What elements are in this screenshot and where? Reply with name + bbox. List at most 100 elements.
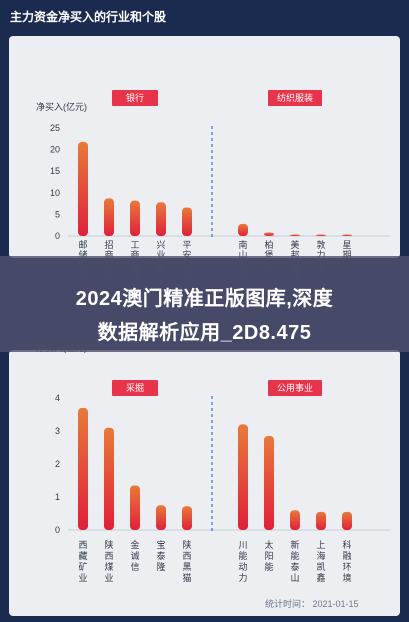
category-label: 力 <box>238 572 247 583</box>
category-label: 能 <box>290 550 299 561</box>
category-label: 金 <box>130 539 139 550</box>
page-title: 主力资金净买入的行业和个股 <box>10 10 167 24</box>
category-label: 泰 <box>156 550 165 561</box>
category-label: 西 <box>182 551 191 561</box>
category-label: 柏 <box>264 239 273 250</box>
group-badge-label: 采掘 <box>126 382 144 393</box>
bar <box>290 510 300 530</box>
bar <box>130 485 140 530</box>
group-badge-label: 银行 <box>126 92 144 103</box>
category-label: 信 <box>130 561 139 572</box>
category-label: 黑 <box>182 562 191 572</box>
category-label: 能 <box>238 550 247 561</box>
category-label: 储 <box>78 249 87 260</box>
y-tick-label: 25 <box>50 123 60 133</box>
category-label: 邦 <box>290 249 299 260</box>
category-label: 山 <box>290 573 299 583</box>
y-tick-label: 5 <box>55 209 60 219</box>
bar <box>238 424 248 530</box>
y-tick-label: 1 <box>55 492 60 502</box>
category-label: 安 <box>182 249 191 260</box>
category-label: 西 <box>104 551 113 561</box>
bar <box>264 232 274 236</box>
y-tick-label: 10 <box>50 188 60 198</box>
bar <box>316 511 326 530</box>
category-label: 隆 <box>156 561 165 572</box>
y-axis-label: 净买入(亿元) <box>36 101 87 112</box>
category-label: 藏 <box>78 550 87 561</box>
bar <box>342 234 352 236</box>
bar <box>182 506 192 530</box>
overlay-title-line1: 2024澳门精准正版图库,深度 <box>75 288 334 310</box>
bar <box>156 505 166 530</box>
category-label: 猫 <box>182 572 191 583</box>
group-badge-label: 纺织服装 <box>277 92 313 103</box>
category-label: 邮 <box>78 239 87 250</box>
category-label: 业 <box>156 250 165 260</box>
category-label: 宝 <box>156 539 165 550</box>
bar <box>156 202 166 236</box>
category-label: 陕 <box>104 539 113 550</box>
category-label: 太 <box>264 539 273 550</box>
category-label: 星 <box>342 240 351 250</box>
category-label: 诚 <box>130 550 139 561</box>
category-label: 鑫 <box>316 572 325 583</box>
category-label: 力 <box>316 249 325 260</box>
y-tick-label: 0 <box>55 231 60 241</box>
category-label: 融 <box>342 551 351 561</box>
group-badge <box>268 380 322 396</box>
category-label: 期 <box>342 250 351 260</box>
category-label: 招 <box>104 239 113 250</box>
category-label: 境 <box>342 572 351 583</box>
bar <box>78 407 88 530</box>
bar <box>290 234 300 236</box>
category-label: 海 <box>316 550 325 561</box>
group-badge <box>112 380 158 396</box>
bar <box>78 141 88 236</box>
group-badge-label: 公用事业 <box>277 382 313 393</box>
y-tick-label: 15 <box>50 166 60 176</box>
chart-card-top <box>9 36 400 258</box>
category-label: 堡 <box>264 249 273 260</box>
category-label: 南 <box>238 239 247 250</box>
category-label: 工 <box>130 240 139 250</box>
category-label: 凯 <box>316 561 325 572</box>
bar <box>316 234 326 236</box>
bar <box>104 198 114 236</box>
watermark-overlay: 2024澳门精准正版图库,深度 数据解析应用_2D8.475 <box>0 256 409 352</box>
category-label: 西 <box>78 540 87 550</box>
y-tick-label: 2 <box>55 459 60 469</box>
category-label: 平 <box>182 240 191 250</box>
category-label: 矿 <box>78 561 87 572</box>
stat-time: 统计时间： 2021-01-15 <box>265 599 359 609</box>
y-tick-label: 20 <box>50 145 60 155</box>
category-label: 陕 <box>182 539 191 550</box>
y-tick-label: 3 <box>55 426 60 436</box>
category-label: 科 <box>342 539 351 550</box>
category-label: 敦 <box>316 239 325 250</box>
chart-card-bottom <box>9 350 400 616</box>
category-label: 业 <box>78 573 87 583</box>
bar <box>130 200 140 236</box>
category-label: 阳 <box>264 551 273 561</box>
category-label: 美 <box>290 239 299 250</box>
category-label: 泰 <box>290 561 299 572</box>
category-label: 环 <box>342 562 351 572</box>
bar <box>238 223 248 236</box>
category-label: 能 <box>264 561 273 572</box>
category-label: 商 <box>104 249 113 260</box>
group-badge <box>112 90 158 106</box>
category-label: 新 <box>290 539 299 550</box>
group-badge <box>268 90 322 106</box>
category-label: 动 <box>238 562 247 572</box>
overlay-title-line2: 数据解析应用_2D8.475 <box>97 322 312 344</box>
category-label: 山 <box>238 250 247 260</box>
category-label: 商 <box>130 249 139 260</box>
bar <box>104 427 114 530</box>
bar <box>182 207 192 236</box>
bar <box>342 511 352 530</box>
category-label: 煤 <box>104 561 113 572</box>
category-label: 川 <box>238 540 247 550</box>
bar <box>264 435 274 530</box>
category-label: 上 <box>316 540 325 550</box>
